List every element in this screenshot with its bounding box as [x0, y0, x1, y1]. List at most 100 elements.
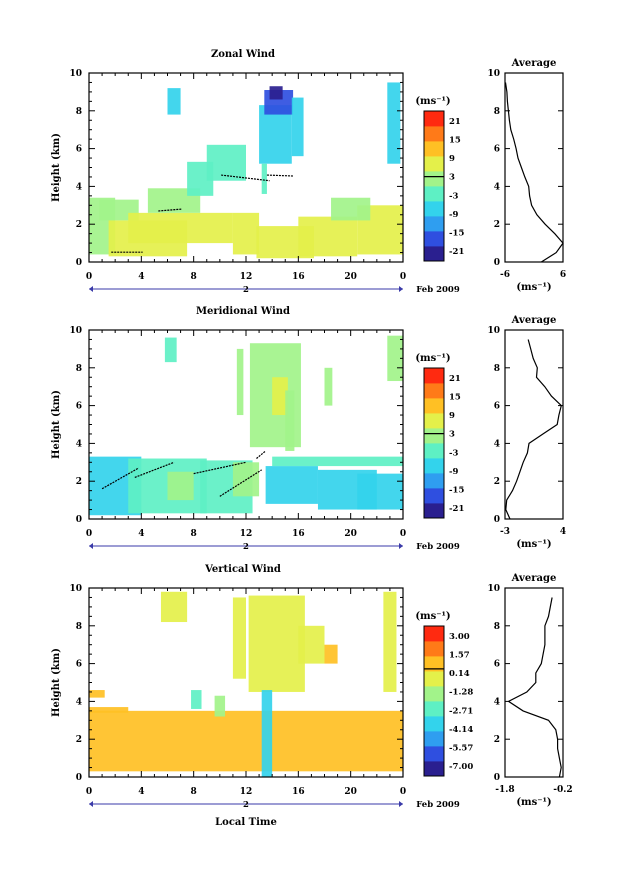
contour-line	[101, 467, 140, 490]
colorbar-tick-label: -21	[449, 504, 464, 514]
heatmap-cell	[214, 695, 226, 717]
colorbar-swatch	[424, 626, 444, 642]
average-x-tick-label: -0.2	[553, 785, 572, 795]
average-x-label: (ms⁻¹)	[516, 797, 551, 808]
colorbar-swatch	[424, 246, 444, 262]
colorbar-swatch	[424, 686, 444, 702]
y-tick-label: 4	[76, 182, 82, 192]
heatmap-cell	[383, 591, 397, 692]
y-tick-label: 4	[76, 439, 82, 449]
average-title: Average	[511, 315, 557, 326]
colorbar-tick-label: 15	[449, 136, 461, 146]
date-label: Feb 2009	[416, 542, 460, 552]
colorbar-tick-label: -3	[449, 191, 459, 201]
average-frame	[504, 587, 564, 778]
colorbar-swatch	[424, 126, 444, 142]
date-axis-end-arrow	[399, 543, 403, 549]
average-y-tick-label: 8	[494, 107, 500, 117]
average-frame	[504, 72, 564, 263]
average-y-tick-label: 4	[494, 697, 500, 707]
y-tick-label: 2	[76, 735, 82, 745]
heatmap-cell	[191, 690, 202, 709]
average-y-tick-label: 6	[494, 145, 500, 155]
colorbar-swatch	[424, 156, 444, 172]
x-axis-label: Local Time	[215, 817, 277, 828]
x-tick-label: 20	[344, 787, 357, 797]
colorbar-tick-label: -9	[449, 210, 459, 220]
contour-line	[158, 208, 182, 212]
heatmap-cell	[128, 212, 233, 244]
x-tick-label: 0	[86, 272, 92, 282]
colorbar-unit-label: (ms⁻¹)	[415, 611, 450, 622]
colorbar-swatch	[424, 231, 444, 247]
average-x-label: (ms⁻¹)	[516, 282, 551, 293]
average-x-tick-label: -6	[500, 270, 510, 280]
x-tick-label: 12	[240, 529, 253, 539]
colorbar-tick-label: -15	[449, 228, 464, 238]
heatmap-cell	[331, 197, 371, 221]
contour-line	[134, 461, 175, 478]
date-marker: 2	[243, 285, 249, 295]
average-x-tick-label: -3	[500, 527, 510, 537]
x-tick-label: 8	[191, 529, 197, 539]
heatmap-cell	[167, 471, 194, 501]
colorbar-swatch	[424, 443, 444, 459]
colorbar-tick-label: -2.71	[449, 706, 473, 716]
y-tick-label: 6	[76, 145, 82, 155]
heatmap-cell	[89, 690, 105, 698]
x-tick-label: 0	[400, 529, 406, 539]
x-tick-label: 4	[138, 529, 144, 539]
heatmap-cell	[298, 216, 358, 257]
heatmap-cell	[206, 144, 246, 181]
colorbar-swatch	[424, 413, 444, 429]
heatmap-cell	[324, 367, 333, 406]
date-marker: 2	[243, 542, 249, 552]
colorbar-unit-label: (ms⁻¹)	[415, 96, 450, 107]
heatmap-cell	[285, 390, 295, 451]
heatmap-cell	[261, 690, 273, 777]
heatmap-cell	[269, 86, 283, 100]
colorbar-swatch	[424, 761, 444, 777]
colorbar-tick-label: 3	[449, 430, 455, 440]
colorbar-frame	[423, 110, 445, 262]
colorbar-swatch	[424, 641, 444, 657]
x-tick-label: 0	[86, 529, 92, 539]
colorbar-swatch	[424, 746, 444, 762]
colorbar-swatch	[424, 383, 444, 399]
y-tick-label: 0	[76, 773, 82, 783]
y-tick-label: 10	[69, 69, 82, 79]
colorbar-tick-label: 1.57	[449, 651, 470, 661]
heatmap-cell	[272, 377, 288, 416]
x-tick-label: 4	[138, 787, 144, 797]
colorbar-swatch	[424, 671, 444, 687]
average-y-tick-label: 4	[494, 439, 500, 449]
colorbar-tick-label: -7.00	[449, 762, 473, 772]
colorbar-tick-label: 9	[449, 154, 455, 164]
y-tick-label: 10	[69, 326, 82, 336]
colorbar-swatch	[424, 201, 444, 217]
heatmap-cell	[298, 625, 325, 664]
heatmap-cell	[387, 82, 401, 164]
average-profile-line	[505, 339, 562, 520]
average-profile-line	[507, 597, 562, 778]
colorbar-tick-label: -21	[449, 247, 464, 257]
heatmap-cell	[232, 212, 260, 255]
y-tick-label: 8	[76, 364, 82, 374]
x-tick-label: 16	[292, 787, 305, 797]
average-title: Average	[511, 58, 557, 69]
heatmap-cell	[89, 710, 403, 772]
colorbar-tick-label: 0.14	[449, 669, 470, 679]
y-tick-label: 8	[76, 107, 82, 117]
average-y-tick-label: 2	[494, 220, 500, 230]
colorbar-tick-label: 3.00	[449, 632, 470, 642]
y-tick-label: 6	[76, 402, 82, 412]
y-tick-label: 0	[76, 258, 82, 268]
panel-title: Vertical Wind	[204, 564, 281, 575]
colorbar-tick-label: -5.57	[449, 743, 473, 753]
x-tick-label: 4	[138, 272, 144, 282]
colorbar-swatch	[424, 488, 444, 504]
y-tick-label: 8	[76, 622, 82, 632]
average-y-tick-label: 6	[494, 402, 500, 412]
colorbar-swatch	[424, 216, 444, 232]
